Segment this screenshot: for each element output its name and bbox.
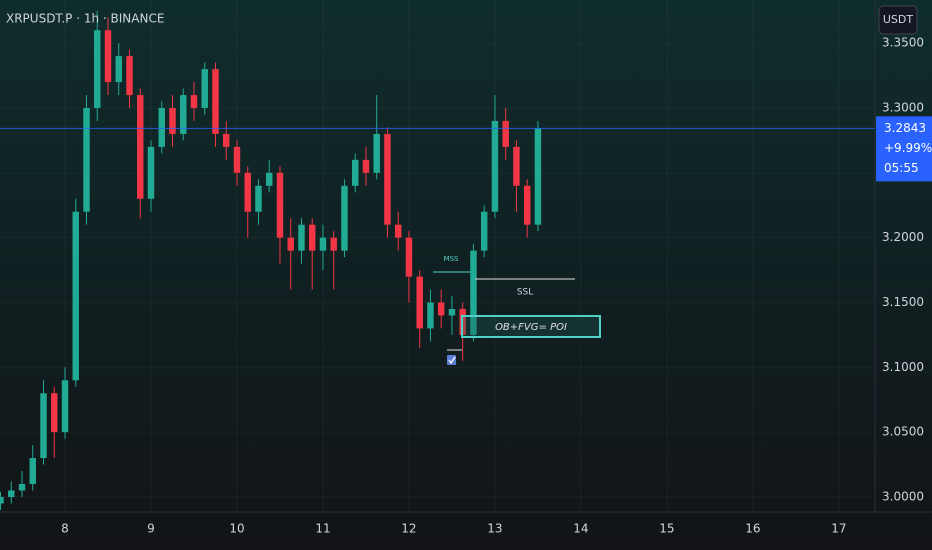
candle-body: [513, 146, 520, 186]
candle-body: [223, 133, 230, 147]
check-icon: [447, 355, 456, 365]
candle-body: [373, 133, 380, 173]
candle-body: [276, 172, 284, 238]
y-tick-label: 3.3000: [882, 101, 924, 115]
candle-body: [61, 380, 69, 433]
x-tick-label: 10: [229, 522, 244, 536]
candle-body: [72, 211, 79, 381]
candle-body: [298, 224, 305, 251]
candle-body: [190, 95, 198, 109]
candle-body: [319, 237, 327, 251]
candle-body: [137, 95, 144, 199]
candle-body: [180, 95, 187, 134]
candle-body: [94, 30, 101, 109]
candle-body: [427, 302, 434, 329]
price-label: 3.2843: [884, 121, 926, 135]
check-mark: [448, 356, 456, 365]
candle-body: [351, 159, 359, 186]
price-badge: [876, 116, 932, 182]
y-tick-label: 3.1000: [882, 360, 924, 374]
candle-body: [384, 133, 391, 225]
candle-body: [341, 185, 348, 251]
candle-body: [0, 496, 4, 504]
candle-body: [491, 120, 499, 212]
candle-body: [502, 120, 509, 147]
candle-body: [158, 108, 165, 147]
candle-body: [255, 185, 262, 212]
x-tick-label: 9: [147, 522, 155, 536]
candle-body: [169, 108, 176, 134]
poi-label: OB+FVG= POI: [495, 322, 567, 333]
poi-box: [461, 315, 601, 338]
candle-body: [115, 56, 122, 83]
candle-body: [448, 308, 456, 316]
x-tick-label: 8: [61, 522, 69, 536]
candle-body: [265, 172, 273, 186]
x-tick-label: 17: [831, 522, 846, 536]
candle-body: [51, 393, 58, 433]
countdown-label: 05:55: [884, 161, 919, 175]
x-tick-label: 14: [573, 522, 588, 536]
x-tick-label: 15: [659, 522, 674, 536]
x-tick-label: 13: [487, 522, 502, 536]
candle-body: [244, 172, 251, 212]
candle-body: [523, 185, 531, 225]
currency-button[interactable]: [878, 5, 918, 35]
chart-title: XRPUSDT.P · 1h · BINANCE: [6, 12, 164, 26]
x-tick-label: 16: [745, 522, 760, 536]
y-tick-label: 3.0500: [882, 425, 924, 439]
candle-body: [126, 56, 133, 96]
currency-label[interactable]: USDT: [883, 13, 914, 26]
ssl-label: SSL: [517, 288, 533, 298]
change-label: +9.99%: [884, 141, 932, 155]
y-tick-label: 3.3500: [882, 36, 924, 50]
candle-body: [8, 490, 15, 497]
candle-body: [308, 224, 316, 251]
candle-body: [104, 30, 112, 83]
candle-body: [405, 237, 413, 277]
y-tick-label: 3.2000: [882, 230, 924, 244]
candle-body: [437, 302, 445, 316]
candle-body: [201, 69, 208, 109]
candle-body: [480, 211, 488, 251]
candle-body: [416, 276, 423, 329]
candle-body: [470, 250, 477, 335]
candle-body: [18, 483, 26, 491]
candle-body: [40, 393, 47, 459]
mss-label: MSS: [444, 255, 459, 263]
candle-body: [83, 108, 90, 212]
candle-body: [394, 224, 402, 238]
candle-body: [534, 128, 542, 225]
candle-body: [29, 458, 36, 484]
y-tick-label: 3.0000: [882, 489, 924, 503]
y-tick-label: 3.1500: [882, 295, 924, 309]
candle-body: [362, 159, 370, 173]
plot-area: [0, 10, 875, 510]
x-tick-label: 12: [401, 522, 416, 536]
candle-body: [330, 237, 337, 251]
candle-body: [212, 69, 219, 134]
x-tick-label: 11: [315, 522, 330, 536]
candle-body: [147, 146, 155, 199]
candle-body: [287, 237, 294, 251]
candle-body: [233, 146, 241, 173]
